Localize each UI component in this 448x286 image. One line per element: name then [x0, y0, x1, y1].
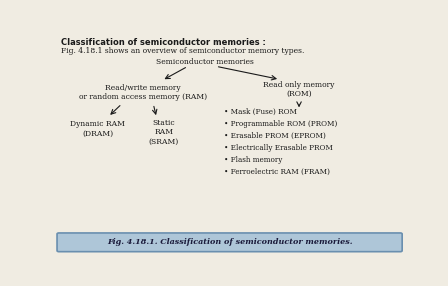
Text: Read/write memory
or random access memory (RAM): Read/write memory or random access memor…	[79, 84, 207, 101]
Text: Classification of semiconductor memories :: Classification of semiconductor memories…	[61, 38, 266, 47]
Text: Fig. 4.18.1. Classification of semiconductor memories.: Fig. 4.18.1. Classification of semicondu…	[107, 238, 352, 246]
Text: Static
RAM
(SRAM): Static RAM (SRAM)	[148, 119, 179, 146]
Text: • Flash memory: • Flash memory	[224, 156, 283, 164]
Text: Read only memory
(ROM): Read only memory (ROM)	[263, 81, 335, 98]
Text: • Erasable PROM (EPROM): • Erasable PROM (EPROM)	[224, 132, 326, 140]
Text: Fig. 4.18.1 shows an overview of semiconductor memory types.: Fig. 4.18.1 shows an overview of semicon…	[61, 47, 305, 55]
Text: • Electrically Erasable PROM: • Electrically Erasable PROM	[224, 144, 333, 152]
Text: • Mask (Fuse) ROM: • Mask (Fuse) ROM	[224, 108, 297, 115]
Text: Semiconductor memories: Semiconductor memories	[156, 58, 254, 66]
FancyBboxPatch shape	[57, 233, 402, 252]
Text: Dynamic RAM
(DRAM): Dynamic RAM (DRAM)	[70, 120, 125, 138]
Text: • Programmable ROM (PROM): • Programmable ROM (PROM)	[224, 120, 338, 128]
Text: • Ferroelectric RAM (FRAM): • Ferroelectric RAM (FRAM)	[224, 168, 330, 176]
